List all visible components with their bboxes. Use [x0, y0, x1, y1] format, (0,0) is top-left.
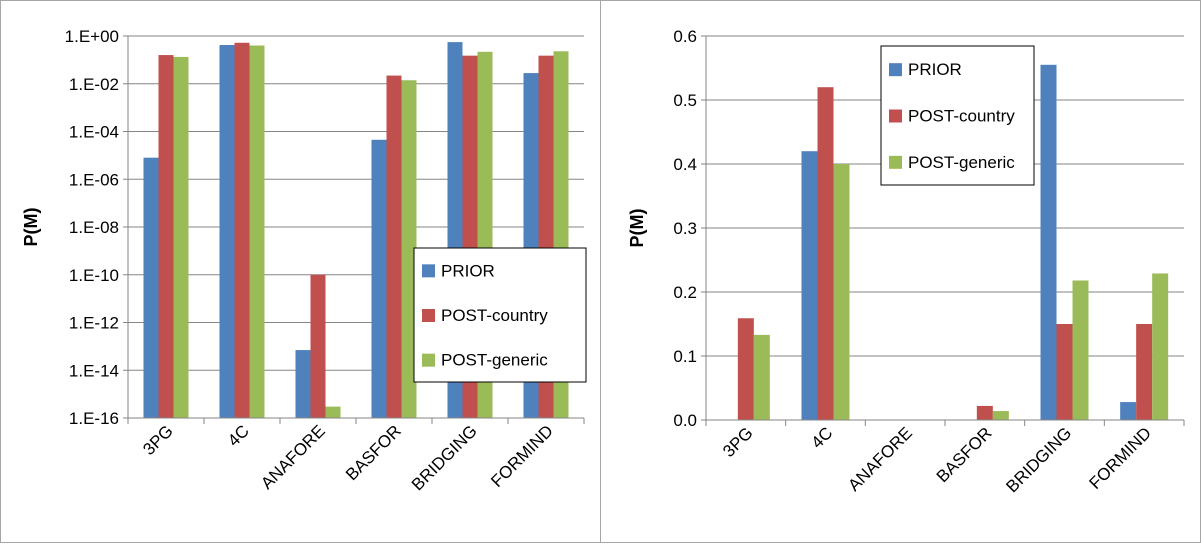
legend-label: POST-country — [441, 306, 548, 325]
bar — [310, 274, 326, 418]
y-tick-label: 0.4 — [673, 155, 697, 174]
x-tick-label: BRIDGING — [1002, 423, 1075, 496]
y-tick-label: 0.5 — [673, 91, 697, 110]
y-tick-label: 0.6 — [673, 27, 697, 46]
y-tick-label: 1.E-12 — [69, 314, 119, 333]
bar — [234, 42, 250, 418]
bar — [1136, 324, 1153, 420]
bar — [386, 75, 402, 419]
bar — [1072, 280, 1089, 420]
linear-chart-svg: 0.6 0.5 0.4 0.3 0.2 0.1 0.0 P(M) 3PG 4C ANAFORE BAS… — [627, 27, 1185, 496]
bar — [1056, 324, 1073, 420]
y-tick-label: 1.E-06 — [69, 170, 119, 189]
bar — [1120, 402, 1137, 420]
legend-swatch — [422, 353, 435, 367]
x-tick-label: 4C — [224, 421, 253, 450]
bar — [976, 405, 993, 420]
bar — [401, 80, 417, 418]
legend-label: POST-generic — [908, 153, 1015, 172]
bar — [325, 406, 341, 418]
bar — [371, 139, 387, 419]
legend-label: PRIOR — [908, 60, 962, 79]
y-axis-label: P(M) — [21, 208, 41, 247]
x-tick-label: BRIDGING — [408, 421, 481, 494]
legend-label: PRIOR — [441, 261, 495, 280]
legend-box — [413, 247, 587, 383]
legend-swatch — [889, 63, 902, 77]
log-scale-chart: 1.E+00 1.E-02 1.E-04 1.E-06 1.E-08 1.E-10 1.E-… — [0, 0, 601, 543]
legend-label: POST-country — [908, 107, 1015, 126]
y-tick-label: 1.E-16 — [69, 409, 119, 428]
bar — [1040, 64, 1057, 421]
bar — [249, 45, 265, 418]
y-tick-label: 1.E-14 — [69, 361, 119, 380]
bar — [173, 56, 189, 419]
x-tick-label: FORMIND — [487, 421, 557, 491]
x-tick-label: ANAFORE — [257, 421, 329, 493]
bar — [833, 164, 850, 420]
x-tick-label: BASFOR — [342, 421, 405, 484]
bar — [737, 318, 754, 420]
x-tick-label: BASFOR — [933, 423, 996, 486]
bar — [817, 87, 834, 420]
y-tick-label: 0.0 — [673, 411, 697, 430]
log-chart-svg: 1.E+00 1.E-02 1.E-04 1.E-06 1.E-08 1.E-10 1.E-… — [21, 27, 587, 494]
y-axis-label: P(M) — [627, 209, 647, 248]
legend-swatch — [422, 264, 435, 278]
x-tick-label: 3PG — [719, 423, 756, 460]
y-tick-label: 0.2 — [673, 283, 697, 302]
x-tick-label: FORMIND — [1085, 423, 1155, 493]
y-tick-label: 1.E-08 — [69, 218, 119, 237]
y-tick-label: 0.1 — [673, 347, 697, 366]
legend-box — [880, 45, 1035, 186]
y-tick-label: 1.E-04 — [69, 123, 119, 142]
bar — [158, 55, 174, 418]
bar — [295, 350, 311, 418]
legend-swatch — [889, 109, 902, 123]
linear-scale-chart: 0.6 0.5 0.4 0.3 0.2 0.1 0.0 P(M) 3PG 4C ANAFORE BAS… — [600, 0, 1201, 543]
y-tick-label: 1.E-10 — [69, 266, 119, 285]
bar — [219, 44, 235, 418]
x-tick-label: 4C — [808, 423, 837, 452]
x-tick-label: ANAFORE — [844, 423, 916, 495]
y-tick-label: 1.E-02 — [69, 75, 119, 94]
legend-label: POST-generic — [441, 351, 548, 370]
y-tick-label: 0.3 — [673, 219, 697, 238]
y-tick-label: 1.E+00 — [65, 27, 119, 46]
bar — [143, 157, 159, 418]
bar — [753, 334, 770, 420]
legend-swatch — [422, 309, 435, 322]
bar — [801, 151, 818, 420]
x-tick-label: 3PG — [139, 421, 176, 458]
legend-swatch — [889, 155, 902, 169]
bar — [992, 411, 1009, 420]
bar — [1152, 273, 1169, 420]
